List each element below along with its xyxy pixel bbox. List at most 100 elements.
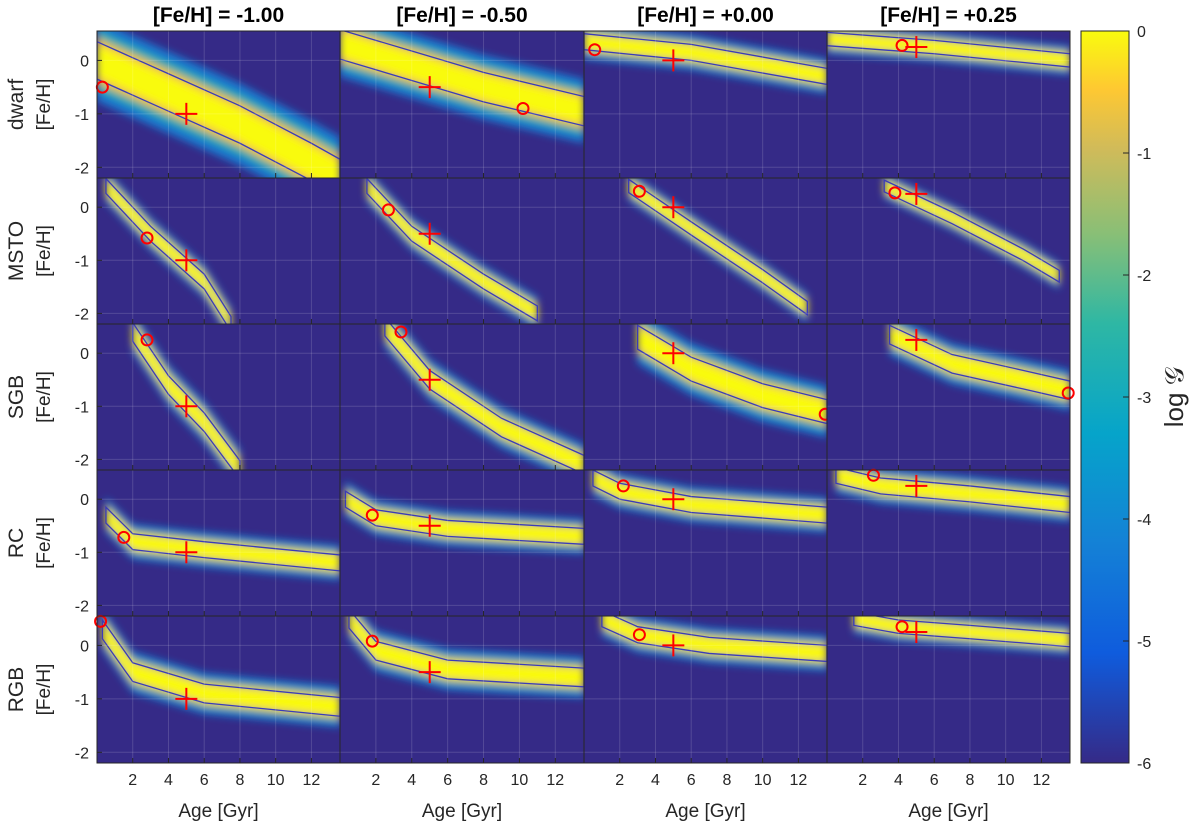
contour-line <box>883 179 1060 284</box>
contour-line <box>827 31 1070 68</box>
row-label: RC <box>5 528 28 558</box>
panel-SGB-0: 0 -1 -2 <box>75 323 341 471</box>
best-fit-marker <box>588 43 602 57</box>
x-tick-label: 10 <box>511 772 529 789</box>
y-tick-label: 0 <box>80 492 89 509</box>
colorbar-tick-label: -1 <box>1137 146 1151 163</box>
panel-frame <box>826 615 1071 764</box>
panel-SGB-2 <box>583 323 832 471</box>
contour-line <box>105 178 232 324</box>
contour-line <box>853 616 1070 648</box>
panel-MSTO-2 <box>583 177 828 325</box>
x-axis: 2 4 6 8 10 12 Age [Gyr] 2 4 6 8 10 12 Age [Gyr] 2 4 6 8 10… <box>128 772 1050 822</box>
panel-MSTO-1 <box>339 177 585 325</box>
likelihood-band <box>348 616 584 699</box>
column-title: [Fe/H] = +0.00 <box>637 4 774 27</box>
y-tick-label: 0 <box>80 346 89 363</box>
row-label: dwarf <box>5 79 28 131</box>
panel-dwarf-0: 0 -1 -2 <box>75 30 341 179</box>
contour-line <box>340 31 584 127</box>
colorbar-gradient <box>1080 30 1130 764</box>
column-title: [Fe/H] = -1.00 <box>153 4 284 27</box>
y-tick-label: 0 <box>80 638 89 655</box>
colorbar-tick-label: -2 <box>1137 268 1151 285</box>
y-axis-label: [Fe/H] <box>34 371 55 423</box>
x-tick-label: 6 <box>443 772 452 789</box>
best-fit-marker <box>888 186 902 200</box>
y-tick-label: -1 <box>75 107 89 124</box>
x-tick-label: 2 <box>858 772 867 789</box>
panel-SGB-1 <box>339 323 585 471</box>
contour-line <box>888 324 1070 401</box>
y-tick-label: -1 <box>75 692 89 709</box>
colorbar-tick-label: -3 <box>1137 390 1151 407</box>
contour-line <box>101 617 340 717</box>
y-axis-label: [Fe/H] <box>34 79 55 131</box>
x-tick-label: 8 <box>965 772 974 789</box>
panel-RGB-0: 0 -1 -2 <box>75 614 341 764</box>
best-fit-marker <box>1061 386 1075 400</box>
contour-line <box>384 324 584 470</box>
best-fit-marker <box>895 620 909 634</box>
panel-RGB-3 <box>826 615 1071 764</box>
x-tick-label: 8 <box>479 772 488 789</box>
x-tick-label: 12 <box>1033 772 1051 789</box>
x-tick-label: 8 <box>235 772 244 789</box>
best-fit-marker <box>381 203 395 217</box>
y-tick-label: -2 <box>75 160 89 177</box>
y-axis-label: [Fe/H] <box>34 517 55 569</box>
likelihood-band <box>366 178 538 324</box>
likelihood-band <box>637 324 827 438</box>
contour-line <box>348 616 584 688</box>
x-axis-label: Age [Gyr] <box>422 801 502 822</box>
panel-SGB-3 <box>826 323 1075 471</box>
contour-line <box>105 505 340 572</box>
y-tick-label: -2 <box>75 452 89 469</box>
x-tick-label: 2 <box>371 772 380 789</box>
colorbar-tick-label: -4 <box>1137 512 1151 529</box>
y-tick-label: 0 <box>80 53 89 70</box>
contour-line <box>835 470 1070 514</box>
colorbar-tick-label: -6 <box>1137 756 1151 773</box>
column-title: [Fe/H] = +0.25 <box>880 4 1017 27</box>
x-tick-label: 6 <box>930 772 939 789</box>
colorbar-tick-label: 0 <box>1137 24 1146 41</box>
colorbar: 0 -1 -2 -3 -4 -5 -6 log 𝒢 <box>1080 24 1189 773</box>
y-axis-label: [Fe/H] <box>34 225 55 277</box>
colorbar-label: log 𝒢 <box>1159 367 1189 427</box>
x-tick-label: 12 <box>303 772 321 789</box>
panel-RC-3 <box>826 468 1071 617</box>
likelihood-band <box>592 470 827 533</box>
x-tick-label: 2 <box>128 772 137 789</box>
x-tick-label: 6 <box>687 772 696 789</box>
contour-line <box>636 324 827 425</box>
row-label: RGB <box>5 667 28 713</box>
x-tick-label: 12 <box>546 772 564 789</box>
x-tick-label: 12 <box>790 772 808 789</box>
y-tick-label: -2 <box>75 745 89 762</box>
contour-line <box>601 616 827 663</box>
x-tick-label: 2 <box>615 772 624 789</box>
contour-line <box>584 33 827 86</box>
x-tick-label: 4 <box>894 772 903 789</box>
x-axis-label: Age [Gyr] <box>665 801 745 822</box>
y-axis-label: [Fe/H] <box>34 664 55 716</box>
best-fit-marker <box>616 479 630 493</box>
best-fit-marker <box>365 508 379 522</box>
best-fit-marker <box>632 628 646 642</box>
y-tick-label: -1 <box>75 253 89 270</box>
best-fit-marker <box>632 184 646 198</box>
x-tick-label: 4 <box>651 772 660 789</box>
x-tick-label: 4 <box>164 772 173 789</box>
contour-line <box>97 40 340 178</box>
y-tick-label: -2 <box>75 598 89 615</box>
colorbar-tick-label: -5 <box>1137 634 1151 651</box>
x-tick-label: 4 <box>407 772 416 789</box>
contour-line <box>366 178 539 322</box>
x-tick-label: 10 <box>267 772 285 789</box>
x-tick-label: 6 <box>200 772 209 789</box>
likelihood-band <box>102 616 340 728</box>
likelihood-band <box>97 31 340 178</box>
row-labels: dwarf [Fe/H] MSTO [Fe/H] SGB [Fe/H] RC [Fe/H] RG… <box>5 79 55 716</box>
